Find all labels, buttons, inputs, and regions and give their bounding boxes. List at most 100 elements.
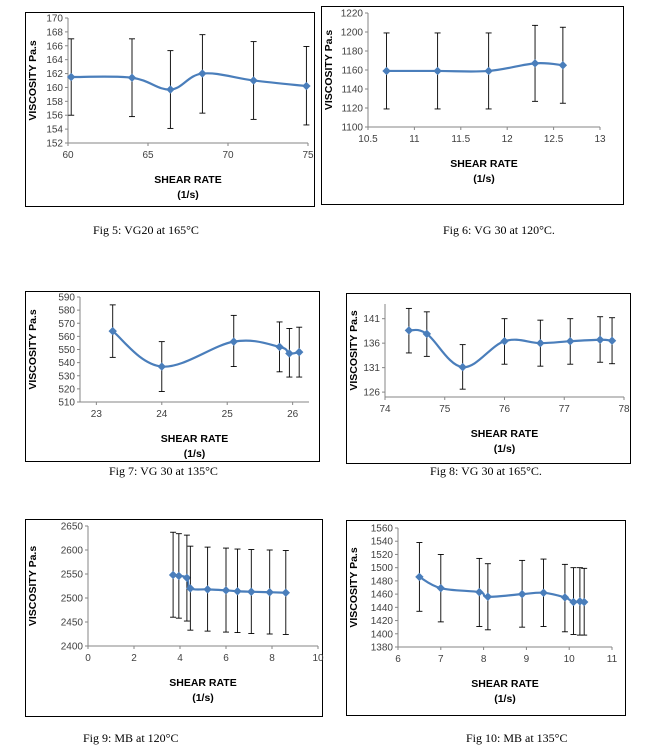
- series-line: [71, 72, 307, 91]
- chart-panel-fig8: 126 131 136 141 74 75 76 77 78 SHEAR RATE (1/s) VIS…: [346, 293, 631, 464]
- y-tick-label: 152: [46, 139, 63, 150]
- y-tick-label: 540: [58, 358, 75, 369]
- y-axis-title: VISCOSITY Pa.s: [348, 310, 360, 390]
- y-tick-label: 126: [363, 388, 380, 399]
- y-tick-label: 166: [46, 41, 63, 52]
- y-tick-label: 1460: [371, 590, 394, 601]
- y-axis-title: VISCOSITY Pa.s: [323, 30, 335, 110]
- x-tick-label: 23: [91, 409, 103, 420]
- y-tick-label: 560: [58, 332, 75, 343]
- x-tick-label: 60: [62, 150, 74, 161]
- data-point-marker: [186, 584, 195, 593]
- data-point-marker: [530, 59, 540, 68]
- data-point-marker: [536, 338, 545, 348]
- data-point-marker: [539, 588, 548, 597]
- y-tick-label: 1200: [341, 28, 364, 39]
- x-tick-label: 65: [142, 150, 154, 161]
- data-point-marker: [182, 573, 192, 583]
- y-tick-label: 1220: [341, 9, 364, 20]
- y-tick-label: 1440: [371, 603, 394, 614]
- data-point-marker: [108, 326, 117, 336]
- x-tick-label: 2: [131, 653, 137, 664]
- y-tick-label: 1540: [371, 537, 394, 548]
- y-tick-label: 170: [46, 14, 63, 25]
- x-axis-unit: (1/s): [184, 448, 206, 460]
- chart-panel-fig6: 1100 1120 1140 1160 1180 1200 1220 10.5 11 11.5 12…: [321, 6, 624, 205]
- caption-fig8: Fig 8: VG 30 at 165°C.: [430, 464, 542, 478]
- viscosity-chart-fig6: 1100 1120 1140 1160 1180 1200 1220 10.5 11 11.5 12…: [323, 9, 606, 186]
- viscosity-chart-fig8: 126 131 136 141 74 75 76 77 78 SHEAR RATE (1/s) VIS…: [348, 304, 630, 455]
- x-tick-label: 12.5: [544, 134, 564, 145]
- y-axis-title: VISCOSITY Pa.s: [27, 546, 39, 626]
- y-tick-label: 570: [58, 319, 75, 330]
- y-tick-label: 530: [58, 371, 75, 382]
- x-axis-title: SHEAR RATE: [471, 428, 538, 440]
- y-tick-label: 1160: [341, 66, 363, 77]
- data-point-marker: [566, 336, 575, 346]
- data-point-marker: [433, 66, 442, 76]
- x-tick-label: 11: [607, 654, 618, 665]
- data-point-marker: [484, 66, 493, 76]
- y-tick-label: 1140: [341, 85, 363, 96]
- x-tick-label: 10: [564, 654, 576, 665]
- data-point-marker: [265, 588, 274, 597]
- y-tick-label: 156: [46, 111, 63, 122]
- x-tick-label: 12: [502, 134, 514, 145]
- y-tick-label: 2450: [61, 618, 84, 629]
- data-point-marker: [475, 587, 484, 597]
- x-tick-label: 6: [395, 654, 401, 665]
- series-line: [112, 330, 300, 368]
- viscosity-chart-fig9: 2400 2450 2500 2550 2600 2650 0 2 4 6 8 10 SHEAR RAT…: [27, 522, 324, 705]
- data-point-marker: [198, 69, 207, 78]
- data-point-marker: [483, 592, 493, 601]
- y-tick-label: 1480: [371, 576, 394, 587]
- data-point-marker: [66, 72, 76, 82]
- y-tick-label: 520: [58, 384, 75, 395]
- x-tick-label: 75: [439, 404, 451, 415]
- data-point-marker: [517, 589, 527, 599]
- data-point-marker: [174, 571, 184, 581]
- x-tick-label: 75: [302, 150, 314, 161]
- y-tick-label: 2650: [61, 522, 84, 533]
- y-tick-label: 1520: [371, 550, 394, 561]
- data-point-marker: [249, 76, 258, 85]
- series-line: [408, 328, 613, 369]
- y-tick-label: 590: [58, 293, 75, 304]
- x-tick-label: 4: [177, 653, 183, 664]
- x-tick-label: 25: [222, 409, 234, 420]
- x-tick-label: 26: [287, 409, 299, 420]
- y-tick-label: 1500: [371, 563, 394, 574]
- x-axis-unit: (1/s): [192, 692, 214, 704]
- data-point-marker: [500, 336, 509, 346]
- caption-fig10: Fig 10: MB at 135°C: [466, 731, 568, 745]
- x-tick-label: 8: [269, 653, 275, 664]
- y-tick-label: 1560: [371, 524, 394, 535]
- y-tick-label: 1420: [371, 616, 394, 627]
- data-point-marker: [281, 588, 291, 597]
- y-tick-label: 141: [363, 314, 380, 325]
- x-axis-title: SHEAR RATE: [154, 174, 221, 186]
- data-point-marker: [595, 335, 605, 344]
- y-tick-label: 168: [46, 27, 63, 38]
- y-axis-title: VISCOSITY Pa.s: [27, 309, 39, 389]
- data-point-marker: [247, 587, 256, 596]
- x-axis-unit: (1/s): [494, 443, 516, 455]
- y-tick-label: 2400: [61, 642, 84, 653]
- y-tick-label: 1180: [341, 47, 363, 58]
- data-point-marker: [294, 347, 304, 357]
- data-point-marker: [382, 66, 391, 76]
- data-point-marker: [157, 362, 166, 371]
- chart-panel-fig9: 2400 2450 2500 2550 2600 2650 0 2 4 6 8 10 SHEAR RAT…: [25, 519, 324, 717]
- y-tick-label: 510: [58, 398, 75, 409]
- data-point-marker: [168, 570, 178, 580]
- y-tick-label: 164: [46, 55, 63, 66]
- y-tick-label: 158: [46, 97, 63, 108]
- x-tick-label: 24: [156, 409, 168, 420]
- x-axis-unit: (1/s): [177, 189, 199, 201]
- data-point-marker: [560, 593, 570, 602]
- data-point-marker: [166, 85, 175, 94]
- data-point-marker: [558, 61, 568, 70]
- chart-panel-fig10: 1380 1400 1420 1440 1460 1480 1500 1520 1540 1560…: [346, 520, 626, 716]
- viscosity-chart-fig10: 1380 1400 1420 1440 1460 1480 1500 1520 1540 1560…: [348, 524, 618, 706]
- caption-fig6: Fig 6: VG 30 at 120°C.: [443, 223, 555, 237]
